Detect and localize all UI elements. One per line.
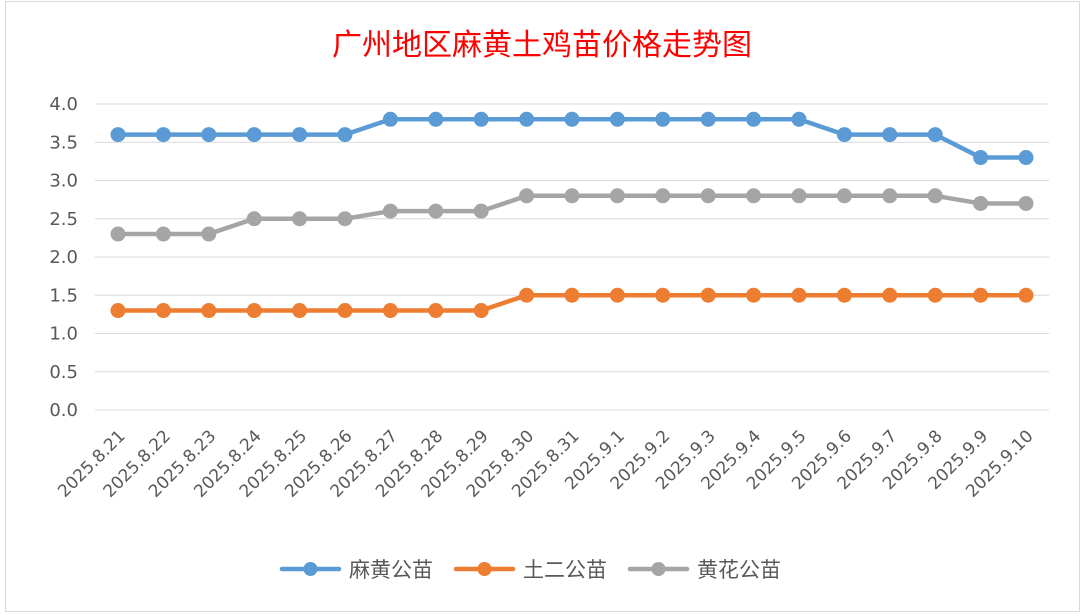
data-point	[836, 188, 852, 204]
y-tick-label: 0.5	[49, 362, 78, 383]
legend-marker	[477, 562, 492, 576]
data-point	[791, 188, 807, 204]
data-point	[655, 287, 671, 303]
data-point	[564, 188, 580, 204]
data-point	[473, 303, 489, 319]
y-axis-ticks: 0.0 0.5 1.0 1.5 2.0 2.5 3.0 3.5 4.0	[49, 94, 78, 421]
data-point	[246, 211, 262, 227]
data-point	[791, 287, 807, 303]
legend-marker	[651, 562, 666, 576]
data-point	[746, 287, 762, 303]
y-tick-label: 4.0	[49, 94, 78, 115]
data-point	[882, 287, 898, 303]
data-point	[246, 127, 262, 143]
data-point	[1018, 150, 1034, 166]
data-point	[564, 111, 580, 127]
data-point	[564, 287, 580, 303]
data-point	[700, 188, 716, 204]
legend-label: 黄花公苗	[697, 558, 781, 582]
data-point	[337, 211, 353, 227]
data-point	[428, 303, 444, 319]
data-point	[609, 188, 625, 204]
data-point	[655, 188, 671, 204]
data-point	[927, 127, 943, 143]
data-point	[155, 303, 171, 319]
data-point	[110, 127, 126, 143]
series-1	[110, 111, 1034, 166]
data-point	[1018, 195, 1034, 211]
data-point	[292, 127, 308, 143]
data-point	[155, 127, 171, 143]
data-point	[337, 127, 353, 143]
data-point	[746, 188, 762, 204]
data-point	[1018, 287, 1034, 303]
y-tick-label: 3.5	[49, 132, 78, 153]
data-point	[110, 226, 126, 242]
data-point	[700, 111, 716, 127]
data-point	[201, 226, 217, 242]
data-point	[927, 188, 943, 204]
y-tick-label: 0.0	[49, 400, 78, 421]
gridlines	[95, 103, 1049, 411]
data-point	[337, 303, 353, 319]
data-point	[292, 303, 308, 319]
y-tick-label: 1.5	[49, 285, 78, 306]
chart-title: 广州地区麻黄土鸡苗价格走势图	[332, 28, 752, 63]
series-group	[110, 111, 1034, 319]
data-point	[746, 111, 762, 127]
data-point	[882, 127, 898, 143]
legend-marker	[303, 562, 318, 576]
data-point	[155, 226, 171, 242]
data-point	[655, 111, 671, 127]
legend-label: 麻黄公苗	[349, 558, 433, 582]
legend-label: 土二公苗	[523, 558, 607, 582]
legend-item: 土二公苗	[453, 558, 607, 582]
legend-item: 黄花公苗	[627, 558, 781, 582]
series-3	[110, 188, 1034, 242]
data-point	[519, 188, 535, 204]
data-point	[609, 287, 625, 303]
data-point	[700, 287, 716, 303]
data-point	[382, 203, 398, 219]
data-point	[973, 287, 989, 303]
data-point	[791, 111, 807, 127]
data-point	[428, 111, 444, 127]
data-point	[882, 188, 898, 204]
legend-item: 麻黄公苗	[279, 558, 433, 582]
y-tick-label: 2.5	[49, 209, 78, 230]
data-point	[201, 127, 217, 143]
data-point	[836, 287, 852, 303]
series-2	[110, 287, 1034, 319]
data-point	[428, 203, 444, 219]
data-point	[382, 111, 398, 127]
data-point	[519, 111, 535, 127]
y-tick-label: 2.0	[49, 247, 78, 268]
data-point	[836, 127, 852, 143]
data-point	[973, 195, 989, 211]
y-tick-label: 3.0	[49, 171, 78, 192]
data-point	[927, 287, 943, 303]
data-point	[973, 150, 989, 166]
data-point	[110, 303, 126, 319]
data-point	[246, 303, 262, 319]
data-point	[473, 203, 489, 219]
chart-frame	[5, 1, 1080, 612]
legend: 麻黄公苗 土二公苗 黄花公苗	[279, 558, 781, 582]
data-point	[382, 303, 398, 319]
data-point	[519, 287, 535, 303]
y-tick-label: 1.0	[49, 324, 78, 345]
data-point	[292, 211, 308, 227]
data-point	[201, 303, 217, 319]
data-point	[473, 111, 489, 127]
data-point	[609, 111, 625, 127]
x-axis-ticks: 2025.8.212025.8.222025.8.232025.8.242025…	[54, 426, 1037, 501]
